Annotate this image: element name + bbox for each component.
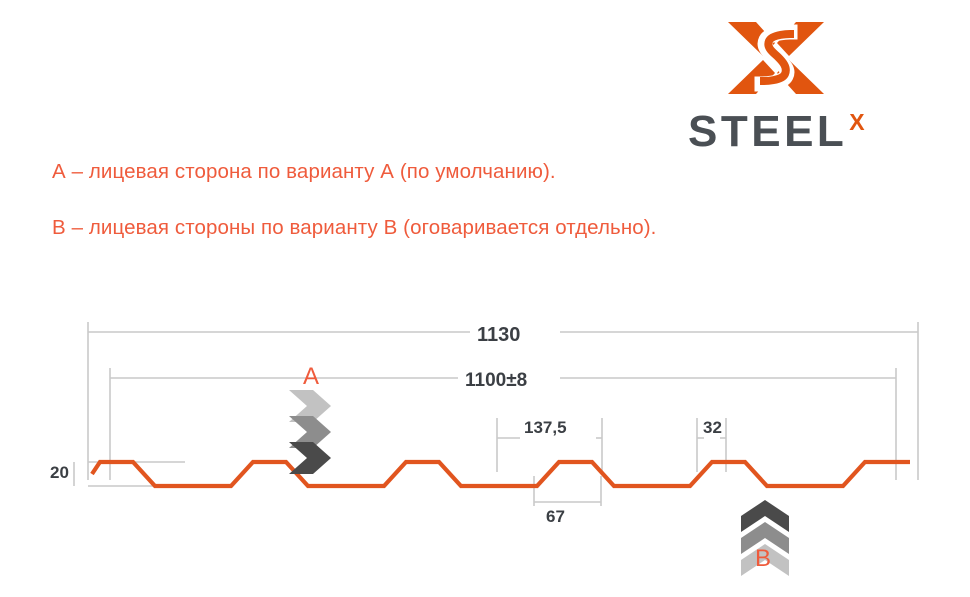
caption-side-b: В – лицевая стороны по варианту В (огова…	[52, 216, 657, 239]
dimension-rib-height-label: 20	[50, 463, 69, 482]
wordmark-x-superscript: X	[849, 109, 865, 135]
steelx-wordmark: STEEL X	[688, 110, 908, 156]
profile-technical-drawing	[0, 290, 970, 590]
side-b-marker-icon	[741, 500, 789, 576]
steelx-x-mark-icon	[726, 18, 826, 98]
caption-side-a: А – лицевая сторона по варианту А (по ум…	[52, 160, 556, 183]
side-a-marker-icon	[289, 390, 331, 474]
dimension-rib-crest-width-label: 32	[703, 418, 722, 437]
dimension-useful-width-label: 1100±8	[465, 370, 528, 391]
dimension-total-width-label: 1130	[477, 324, 521, 346]
steelx-logo: STEEL X	[688, 18, 908, 154]
sheet-profile-line	[90, 459, 910, 489]
dimension-rib-pitch-label: 137,5	[524, 418, 567, 437]
dimension-valley-width-label: 67	[546, 507, 565, 526]
side-b-label: В	[755, 545, 772, 572]
wordmark-steel: STEEL	[688, 107, 848, 156]
side-a-label: А	[303, 363, 320, 390]
